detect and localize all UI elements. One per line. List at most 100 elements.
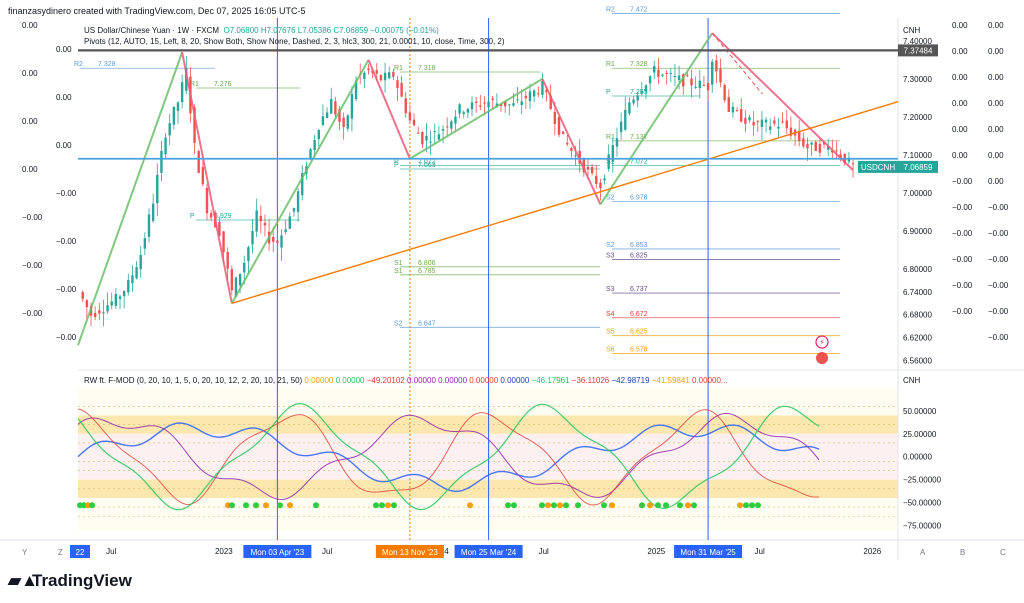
candle-body [483, 102, 486, 104]
candle-body [545, 89, 548, 93]
symbol-name[interactable]: US Dollar/Chinese Yuan · 1W · FXCM [84, 26, 220, 35]
date-tag-text: Mon 25 Mar '24 [461, 548, 517, 557]
candle-body [276, 240, 279, 244]
candle-body [205, 187, 209, 214]
candle-body [524, 95, 528, 99]
indicator-line[interactable]: RW ft. F-MOD (0, 20, 10, 1, 5, 0, 20, 10… [84, 376, 728, 385]
candle-body [466, 109, 470, 113]
extra-left-tick: 0.00 [56, 141, 72, 150]
candle-body [665, 72, 668, 75]
candle-body [636, 95, 639, 101]
candle-body [756, 121, 759, 123]
signal-dot [609, 502, 615, 509]
pivot-tag: P [394, 159, 399, 166]
candle-body [740, 108, 743, 122]
lightning-glyph: ⚡ [819, 338, 825, 347]
candle-body [383, 72, 387, 81]
pivot-tag: S4 [606, 311, 615, 318]
pivot-tag: R1 [394, 65, 403, 72]
pivot-value: 6.806 [418, 260, 436, 267]
candle-body [570, 147, 573, 151]
osc-mid-band [78, 433, 898, 480]
pivot-value: 6.853 [630, 242, 648, 249]
candle-body [735, 110, 739, 112]
symbol-line: US Dollar/Chinese Yuan · 1W · FXCM O7.06… [84, 26, 439, 35]
currency-label[interactable]: CNH [903, 26, 921, 35]
candle-body [698, 80, 702, 88]
candle-body [404, 98, 407, 114]
zigzag-segment [77, 51, 184, 346]
signal-dot [229, 502, 235, 509]
signal-dot [557, 502, 563, 509]
oscillator-lines [77, 402, 820, 511]
candle-body [462, 112, 465, 115]
signal-dot [563, 502, 569, 509]
extra-left-tick: 0.00 [22, 117, 38, 126]
pivot-tag: S2 [394, 320, 403, 327]
extra-right1-tick: 0.00 [952, 21, 968, 30]
pivot-tag: S1 [394, 268, 403, 275]
candle-body [321, 116, 325, 126]
extra-left-tick: −0.00 [56, 189, 77, 198]
price-tick: 6.90000 [903, 227, 932, 236]
indicator-value: 0.00000 [304, 376, 334, 385]
extra-right2-tick: 0.00 [988, 47, 1004, 56]
indicator-values: 0.00000 0.00000 −49.20102 0.00000 0.0000… [304, 376, 727, 385]
indicator-value: −49.20102 [364, 376, 405, 385]
candle-body [731, 106, 735, 113]
window-title: finanzasydinero created with TradingView… [8, 6, 306, 16]
left-date-tag-bg [70, 545, 90, 558]
candle-body [330, 99, 333, 114]
candle-body [114, 293, 118, 306]
zigzag-segment [409, 78, 543, 160]
pivot-value: 6.785 [418, 268, 436, 275]
candle-body [640, 90, 644, 94]
pivot-tag: R1 [606, 61, 615, 68]
signal-dot [575, 502, 581, 509]
candle-body [657, 69, 660, 77]
zigzag-segment [541, 78, 602, 205]
candle-body [661, 74, 664, 76]
price-tick: 6.56000 [903, 356, 932, 365]
candle-body [102, 312, 105, 314]
candle-body [151, 203, 155, 222]
indicator-value: −36.11026 [569, 376, 610, 385]
extra-right1-tick: −0.00 [952, 229, 973, 238]
pivot-value: 6.737 [630, 286, 648, 293]
current-price-tag: 7.06859 [904, 163, 933, 172]
candle-body [702, 84, 706, 86]
candle-body [131, 275, 134, 284]
candle-body [280, 235, 283, 248]
signal-dot [287, 502, 293, 509]
pivot-tag: S3 [606, 253, 615, 260]
pivot-value: 6.578 [630, 347, 648, 354]
price-tick: 7.00000 [903, 189, 932, 198]
price-tick: 7.10000 [903, 151, 932, 160]
symbol-tag-bg [858, 160, 898, 173]
candle-body [474, 101, 478, 103]
candle-body [773, 120, 776, 124]
candle-body [586, 166, 590, 170]
pivot-tag: R2 [606, 6, 615, 13]
right-tag: A [920, 548, 926, 557]
indicator-label: RW ft. F-MOD (0, 20, 10, 1, 5, 0, 20, 10… [84, 376, 303, 385]
pivot-levels: R2 7.328 R2 7.472 R1 7.328 R1 7.276 R1 7.318 P 7.25… [74, 6, 840, 354]
osc-currency-label[interactable]: CNH [903, 376, 921, 385]
timeframe-y: Y [22, 548, 28, 557]
candle-body [346, 115, 349, 129]
candle-body [690, 78, 693, 86]
candle-body [247, 247, 250, 262]
extra-left-tick: −0.00 [22, 213, 43, 222]
signal-dot [539, 502, 545, 509]
candle-body [454, 116, 457, 124]
candle-body [723, 85, 726, 101]
candle-body [309, 149, 312, 159]
pivots-indicator-line[interactable]: Pivots (12, AUTO, 15, Left, 8, 20, Show … [84, 37, 505, 46]
candle-body [375, 70, 378, 74]
signal-dot [373, 502, 379, 509]
candle-body [686, 75, 689, 77]
candle-body [764, 119, 768, 123]
signal-dot [505, 502, 511, 509]
candle-body [81, 292, 84, 299]
candle-body [230, 269, 234, 291]
